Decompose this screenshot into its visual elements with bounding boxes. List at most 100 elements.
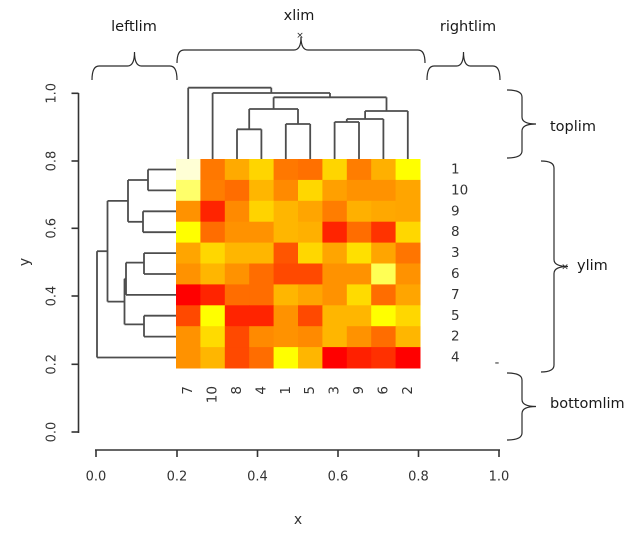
x-axis-tick-label: 0.4 xyxy=(247,470,268,485)
heatmap-cell xyxy=(176,179,201,202)
heatmap-row-label: 6 xyxy=(451,266,460,282)
bottomlim-brace xyxy=(506,372,537,441)
heatmap-cell xyxy=(224,263,250,285)
xlim-tip-mark-icon: × xyxy=(296,31,304,41)
y-axis-tick-label: 0.0 xyxy=(45,422,60,443)
heatmap-cell xyxy=(322,305,348,327)
heatmap-cell xyxy=(346,242,372,264)
heatmap-cell xyxy=(224,305,250,327)
heatmap-cell xyxy=(249,200,275,223)
y-axis-title: y xyxy=(17,258,33,266)
heatmap-cell xyxy=(273,159,299,181)
heatmap-cell xyxy=(273,305,299,327)
heatmap-cell xyxy=(346,347,372,369)
heatmap-cell xyxy=(176,347,201,369)
heatmap-cell xyxy=(273,263,299,285)
heatmap-cell xyxy=(322,179,348,202)
heatmap-col-label: 8 xyxy=(229,386,245,395)
heatmap-cell xyxy=(298,242,323,264)
heatmap-cell xyxy=(200,305,226,327)
heatmap-cell xyxy=(273,326,299,348)
heatmap-cell xyxy=(298,326,323,348)
heatmap-cell xyxy=(200,159,226,181)
xlim-label: xlim xyxy=(284,8,315,24)
rightlim-brace xyxy=(426,51,501,81)
heatmap-cell xyxy=(346,200,372,223)
heatmap-cell xyxy=(322,200,348,223)
heatmap-cell xyxy=(298,200,323,223)
x-axis-title: x xyxy=(294,512,302,528)
dash-marker: - xyxy=(495,356,500,371)
heatmap-cell xyxy=(322,221,348,244)
heatmap-cell xyxy=(224,179,250,202)
toplim-label: toplim xyxy=(550,119,596,135)
heatmap-cell xyxy=(224,159,250,181)
heatmap-cell xyxy=(395,305,421,327)
heatmap-cell xyxy=(346,326,372,348)
heatmap-cell xyxy=(346,179,372,202)
heatmap-cell xyxy=(249,221,275,244)
heatmap-cell xyxy=(371,221,397,244)
x-axis-tick-label: 0.6 xyxy=(328,470,349,485)
x-axis-tick-label: 0.8 xyxy=(408,470,429,485)
heatmap-cell xyxy=(346,284,372,306)
heatmap-cell xyxy=(322,263,348,285)
heatmap-cell xyxy=(249,305,275,327)
x-axis-tick-label: 1.0 xyxy=(489,470,510,485)
heatmap-col-label: 6 xyxy=(375,386,391,395)
heatmap-cell xyxy=(371,263,397,285)
heatmap-cell xyxy=(176,159,201,181)
heatmap-cell xyxy=(249,179,275,202)
heatmap-cell xyxy=(395,179,421,202)
heatmap-cell xyxy=(249,284,275,306)
heatmap-cell xyxy=(395,326,421,348)
ylim-tip-mark-icon: × xyxy=(561,263,569,273)
heatmap-cell xyxy=(176,305,201,327)
heatmap-cell xyxy=(395,263,421,285)
heatmap-cell xyxy=(273,200,299,223)
toplim-brace xyxy=(506,89,537,159)
heatmap-row-label: 4 xyxy=(451,350,460,366)
heatmap-cell xyxy=(298,305,323,327)
heatmap-row-label: 1 xyxy=(451,161,460,177)
heatmap-cell xyxy=(346,159,372,181)
heatmap-cell xyxy=(322,326,348,348)
heatmap-cell xyxy=(273,347,299,369)
y-axis-tick-label: 1.0 xyxy=(45,83,60,104)
heatmap-cell xyxy=(298,159,323,181)
heatmap-cell xyxy=(395,284,421,306)
heatmap-cell xyxy=(395,242,421,264)
heatmap-row-label: 10 xyxy=(451,182,468,198)
heatmap-cell xyxy=(249,326,275,348)
heatmap-cell xyxy=(346,305,372,327)
ylim-brace xyxy=(540,160,569,373)
heatmap-cell xyxy=(176,284,201,306)
heatmap-col-label: 4 xyxy=(253,386,269,395)
heatmap-col-label: 9 xyxy=(351,386,367,395)
heatmap-cell xyxy=(200,200,226,223)
heatmap-cell xyxy=(273,221,299,244)
heatmap-cell xyxy=(200,179,226,202)
heatmap-row-label: 8 xyxy=(451,224,460,240)
heatmap-cell xyxy=(322,159,348,181)
heatmap-col-label: 3 xyxy=(327,386,343,395)
heatmap-cell xyxy=(371,159,397,181)
heatmap-cell xyxy=(298,221,323,244)
leftlim-label: leftlim xyxy=(111,19,157,35)
heatmap-cell xyxy=(224,221,250,244)
heatmap-cell xyxy=(298,284,323,306)
heatmap-cell xyxy=(200,284,226,306)
heatmap-cell xyxy=(395,159,421,181)
y-axis-tick-label: 0.2 xyxy=(45,354,60,375)
heatmap-cell xyxy=(200,263,226,285)
heatmap-cell xyxy=(395,347,421,369)
xlim-brace xyxy=(176,36,426,64)
heatmap-cell xyxy=(224,242,250,264)
rightlim-label: rightlim xyxy=(440,19,496,35)
heatmap-cell xyxy=(371,179,397,202)
heatmap-col-label: 5 xyxy=(302,386,318,395)
heatmap-cell xyxy=(249,242,275,264)
heatmap-col-label: 2 xyxy=(400,386,416,395)
heatmap-cell xyxy=(224,326,250,348)
heatmap-cell xyxy=(200,242,226,264)
